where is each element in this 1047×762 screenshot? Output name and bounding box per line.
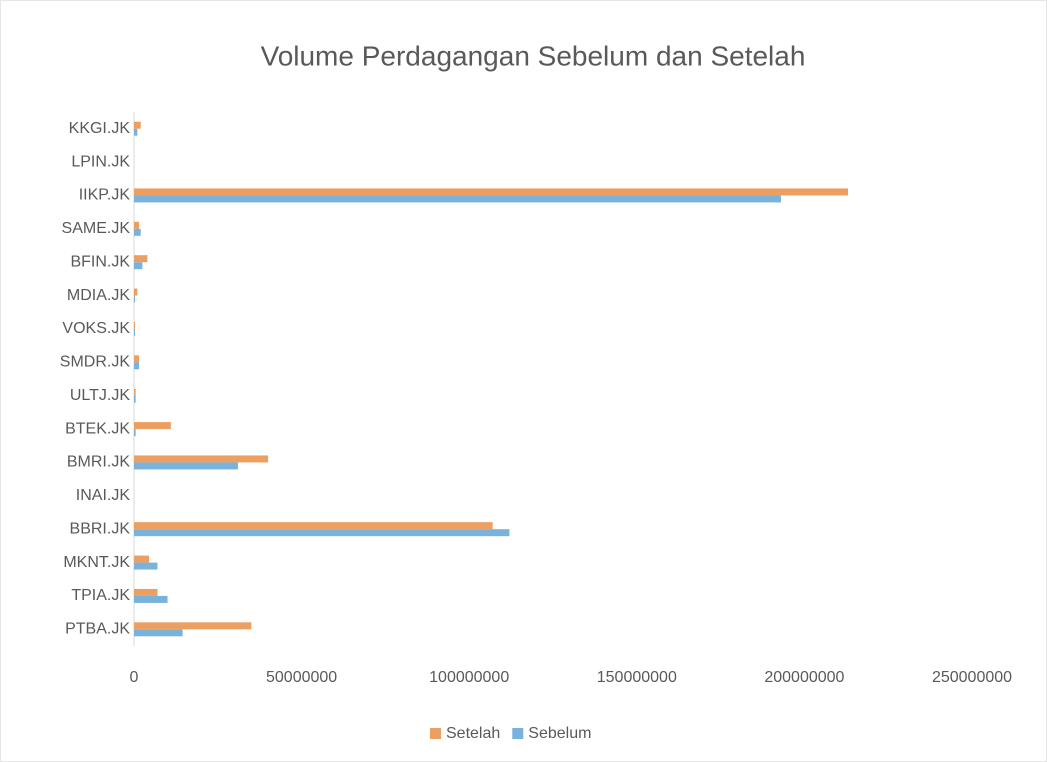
x-tick-label: 0 [130, 669, 139, 686]
bar [134, 529, 510, 537]
legend-swatch [430, 728, 441, 739]
y-tick-label: BBRI.JK [70, 520, 131, 537]
y-tick-label: VOKS.JK [62, 320, 130, 337]
x-tick-label: 250000000 [932, 669, 1012, 686]
y-tick-label: PTBA.JK [65, 621, 130, 638]
bar [134, 555, 150, 563]
bar [134, 321, 136, 329]
bar [134, 255, 148, 263]
y-tick-label: BFIN.JK [70, 253, 130, 270]
bar [134, 188, 848, 196]
bar [134, 355, 140, 363]
bar [134, 595, 168, 603]
chart-title: Volume Perdagangan Sebelum dan Setelah [261, 40, 806, 71]
x-tick-label: 150000000 [597, 669, 677, 686]
legend-swatch [512, 728, 524, 739]
x-tick-label: 100000000 [429, 669, 509, 686]
bar [134, 388, 136, 396]
y-tick-label: MDIA.JK [67, 287, 130, 304]
bar [134, 462, 238, 470]
bar [134, 395, 136, 403]
bar [134, 195, 781, 203]
bar [134, 562, 158, 570]
bar [134, 288, 138, 296]
bar [134, 121, 141, 129]
bar [134, 221, 140, 229]
y-tick-label: SAME.JK [62, 220, 131, 237]
bar [134, 128, 138, 136]
y-tick-label: IIKP.JK [79, 187, 131, 204]
bar [134, 522, 493, 530]
bar [134, 455, 269, 463]
bar [134, 429, 136, 437]
y-tick-label: BMRI.JK [67, 454, 130, 471]
y-tick-label: SMDR.JK [60, 354, 131, 371]
x-tick-label: 200000000 [764, 669, 844, 686]
y-tick-label: KKGI.JK [69, 120, 131, 137]
y-tick-label: TPIA.JK [71, 587, 130, 604]
bar [134, 622, 252, 630]
y-tick-label: LPIN.JK [71, 153, 130, 170]
x-tick-label: 50000000 [266, 669, 337, 686]
bar [134, 629, 183, 637]
legend-label: Sebelum [528, 725, 591, 742]
bar [134, 228, 141, 236]
bar [134, 362, 140, 370]
y-tick-label: INAI.JK [76, 487, 131, 504]
bar [134, 588, 158, 596]
legend-label: Setelah [446, 725, 500, 742]
bar [134, 295, 136, 303]
bar [134, 422, 171, 430]
y-tick-label: ULTJ.JK [70, 387, 130, 404]
bar [134, 328, 136, 336]
y-tick-label: BTEK.JK [65, 420, 130, 437]
y-tick-label: MKNT.JK [63, 554, 130, 571]
bar [134, 262, 143, 270]
